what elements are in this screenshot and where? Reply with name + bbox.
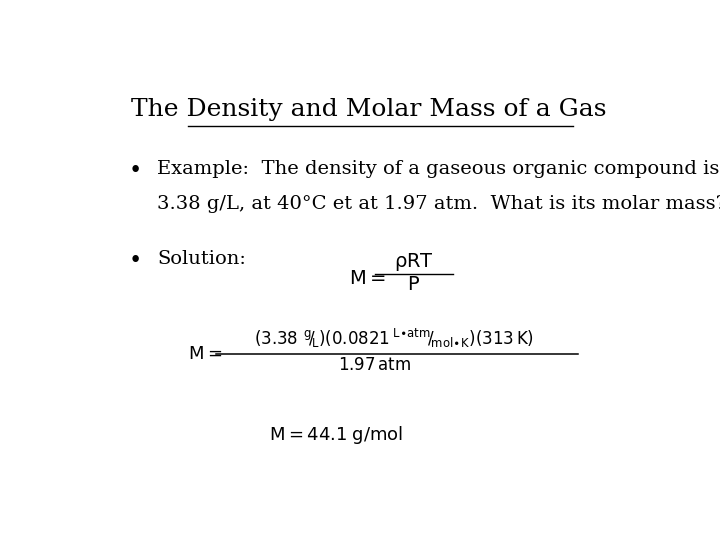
- Text: The Density and Molar Mass of a Gas: The Density and Molar Mass of a Gas: [131, 98, 607, 121]
- Text: •: •: [129, 160, 143, 183]
- Text: $\mathrm{P}$: $\mathrm{P}$: [407, 275, 420, 294]
- Text: Example:  The density of a gaseous organic compound is: Example: The density of a gaseous organi…: [157, 160, 719, 178]
- Text: •: •: [129, 250, 143, 272]
- Text: Solution:: Solution:: [157, 250, 246, 268]
- Text: $\mathrm{(3.38\,\,{}^{g}\!/\!_{L})(0.0821\,{}^{L\!\bullet\!atm}\!/\!_{mol\!\bull: $\mathrm{(3.38\,\,{}^{g}\!/\!_{L})(0.082…: [254, 327, 534, 349]
- Text: $\mathrm{M =}$: $\mathrm{M =}$: [188, 345, 222, 363]
- Text: $\mathrm{1.97\,atm}$: $\mathrm{1.97\,atm}$: [338, 356, 412, 374]
- Text: $\mathrm{M = 44.1\;g/mol}$: $\mathrm{M = 44.1\;g/mol}$: [269, 424, 402, 447]
- Text: 3.38 g/L, at 40°C et at 1.97 atm.  What is its molar mass?: 3.38 g/L, at 40°C et at 1.97 atm. What i…: [157, 194, 720, 213]
- Text: $\mathrm{\rho RT}$: $\mathrm{\rho RT}$: [394, 251, 433, 273]
- Text: $\mathrm{M =}$: $\mathrm{M =}$: [349, 269, 387, 288]
